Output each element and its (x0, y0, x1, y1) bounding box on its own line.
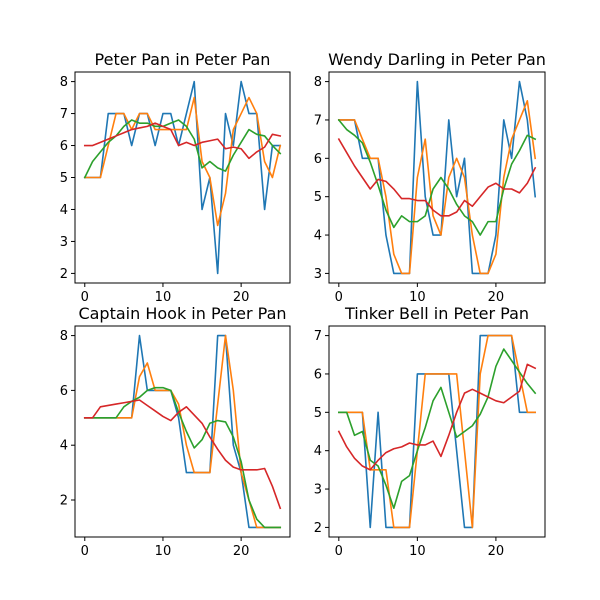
axes-frame (328, 325, 546, 538)
y-tick-label: 7 (314, 113, 322, 128)
x-tick-label: 0 (81, 544, 89, 559)
y-tick-label: 4 (60, 203, 68, 218)
y-tick-label: 8 (60, 75, 68, 90)
x-tick-label: 20 (488, 544, 505, 559)
axes-frame (74, 325, 291, 538)
y-tick-label: 4 (314, 444, 322, 459)
series-line-1 (83, 334, 282, 529)
series-line-1 (338, 80, 537, 275)
x-tick-label: 0 (335, 290, 343, 305)
subplot-peter-pan: Peter Pan in Peter Pan 0 10 20 2 3 4 5 6 7 8 (60, 50, 291, 305)
series-line-4 (337, 138, 537, 217)
subplot-tinker-bell: Tinker Bell in Peter Pan 0 10 20 2 3 4 5 6 7 (314, 304, 546, 559)
y-tick-label: 3 (314, 267, 322, 282)
y-tick-label: 2 (60, 267, 68, 282)
y-tick-label: 6 (60, 384, 68, 399)
x-tick-label: 10 (409, 544, 426, 559)
series-line-3 (338, 348, 537, 510)
series-line-2 (338, 99, 537, 275)
x-tick-label: 10 (409, 290, 426, 305)
series-line-3 (337, 118, 537, 236)
y-tick-label: 8 (314, 75, 322, 90)
series-line-4 (337, 363, 537, 471)
y-tick-label: 3 (314, 483, 322, 498)
y-tick-label: 6 (314, 152, 322, 167)
chart-title: Tinker Bell in Peter Pan (344, 304, 529, 323)
y-tick-label: 4 (60, 439, 68, 454)
y-tick-label: 6 (60, 139, 68, 154)
x-tick-label: 0 (335, 544, 343, 559)
x-tick-label: 20 (233, 544, 250, 559)
chart-title: Captain Hook in Peter Pan (78, 304, 286, 323)
series-line-2 (338, 334, 536, 529)
series-line-2 (83, 334, 282, 529)
chart-title: Peter Pan in Peter Pan (95, 50, 271, 69)
series-line-4 (83, 122, 282, 160)
y-tick-label: 5 (60, 171, 68, 186)
series-line-3 (83, 386, 282, 529)
x-tick-label: 10 (155, 290, 172, 305)
subplot-captain-hook: Captain Hook in Peter Pan 0 10 20 2 4 6 8 (60, 304, 291, 559)
x-tick-label: 20 (488, 290, 505, 305)
y-tick-label: 3 (60, 235, 68, 250)
axes-frame (328, 71, 546, 284)
y-tick-label: 5 (314, 406, 322, 421)
x-tick-label: 10 (155, 544, 172, 559)
x-tick-label: 0 (81, 290, 89, 305)
axes-frame (74, 71, 291, 284)
y-tick-label: 6 (314, 367, 322, 382)
x-tick-label: 20 (233, 290, 250, 305)
y-tick-label: 2 (314, 521, 322, 536)
series-line-1 (83, 80, 282, 275)
y-tick-label: 5 (314, 190, 322, 205)
series-line-3 (83, 119, 282, 179)
series-line-2 (83, 96, 282, 227)
y-tick-label: 4 (314, 229, 322, 244)
series-line-1 (338, 334, 536, 529)
y-tick-label: 2 (60, 494, 68, 509)
y-tick-label: 7 (314, 329, 322, 344)
y-tick-label: 7 (60, 107, 68, 122)
subplot-wendy-darling: Wendy Darling in Peter Pan 0 10 20 3 4 5 6 7 8 (314, 50, 546, 305)
chart-title: Wendy Darling in Peter Pan (328, 50, 546, 69)
series-line-4 (83, 399, 282, 510)
y-tick-label: 8 (60, 329, 68, 344)
